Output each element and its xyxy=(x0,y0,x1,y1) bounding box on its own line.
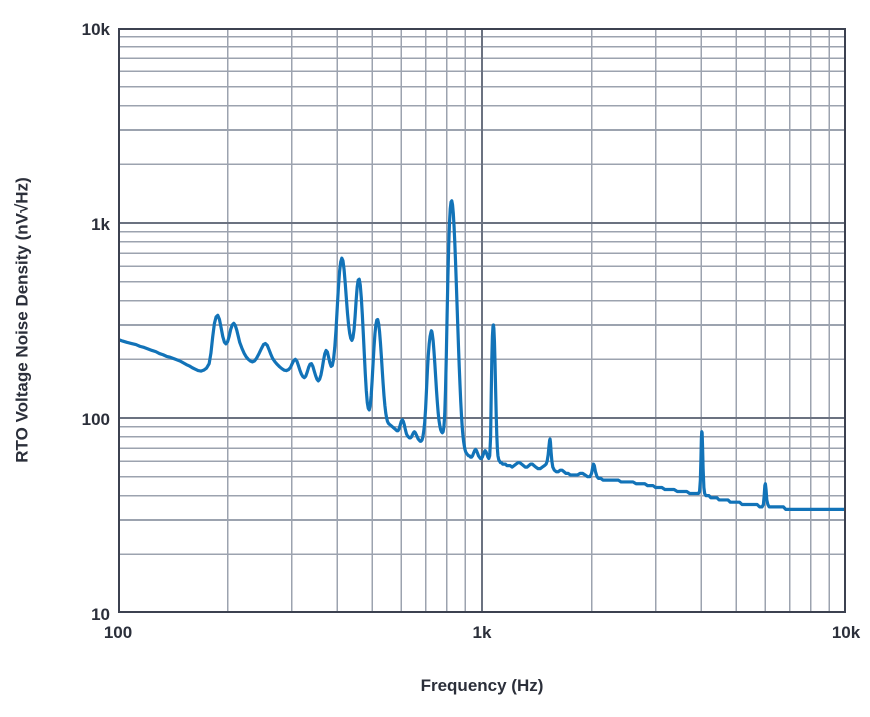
y-tick-label-1k: 1k xyxy=(91,215,110,234)
x-tick-label-1k: 1k xyxy=(472,623,492,642)
y-tick-label-10k: 10k xyxy=(81,20,110,39)
major-gridlines xyxy=(118,28,846,613)
plot-area xyxy=(118,28,846,613)
x-tick-label-10k: 10k xyxy=(831,623,861,642)
x-tick-label-100: 100 xyxy=(103,623,133,642)
noise-density-curve xyxy=(118,199,846,511)
y-tick-label-10: 10 xyxy=(91,605,110,624)
y-axis-title-container: RTO Voltage Noise Density (nV√Hz) xyxy=(0,0,46,640)
x-axis-title-container: Frequency (Hz) xyxy=(118,676,846,696)
x-axis-title: Frequency (Hz) xyxy=(420,676,544,695)
y-tick-label-100: 100 xyxy=(81,410,110,429)
y-axis-title: RTO Voltage Noise Density (nV√Hz) xyxy=(13,177,32,463)
